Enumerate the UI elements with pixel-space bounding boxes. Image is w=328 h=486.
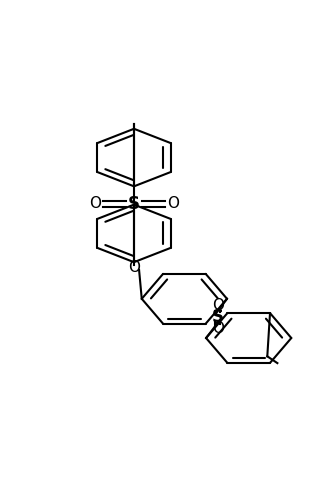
Text: O: O [89, 196, 101, 211]
Text: O: O [212, 321, 224, 336]
Text: S: S [128, 194, 140, 212]
Text: S: S [212, 308, 224, 326]
Text: O: O [167, 196, 179, 211]
Text: O: O [212, 298, 224, 313]
Text: O: O [128, 260, 140, 275]
